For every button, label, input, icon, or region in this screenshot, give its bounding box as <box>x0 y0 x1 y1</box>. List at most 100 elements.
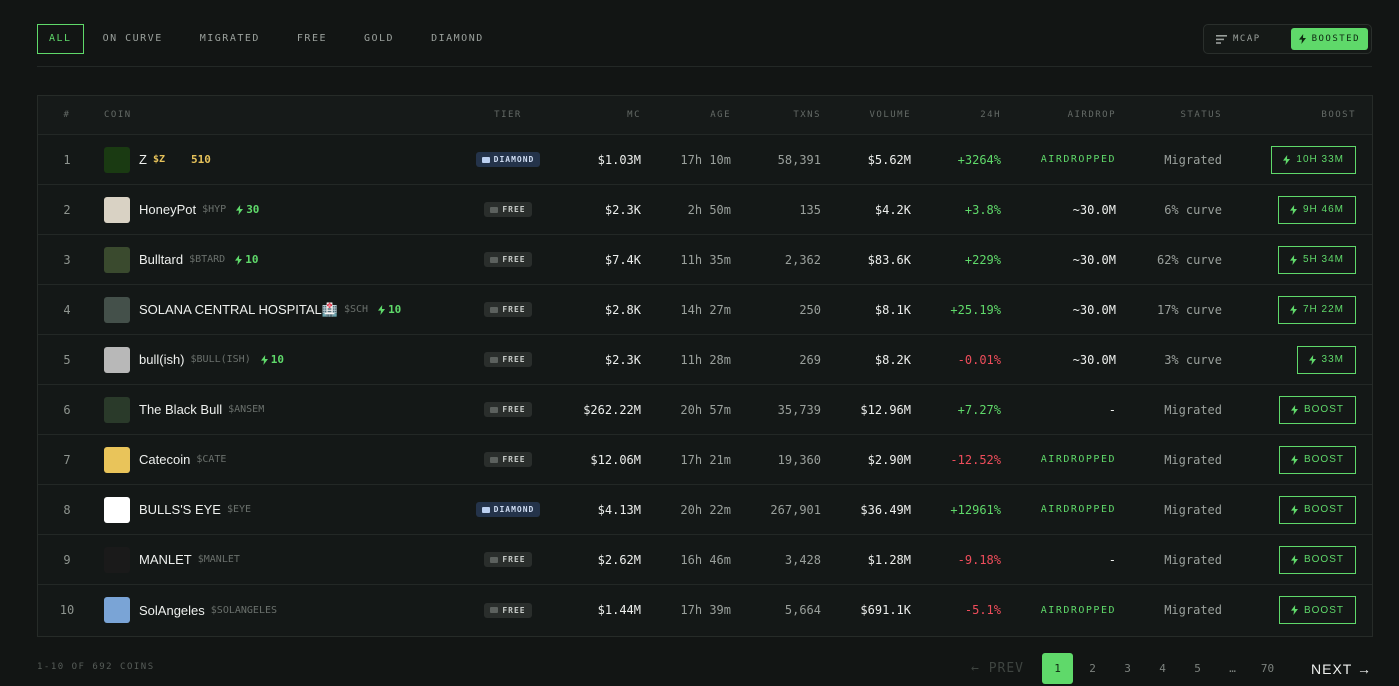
age: 11h 35m <box>680 252 731 267</box>
header-volume[interactable]: VOLUME <box>869 110 911 120</box>
status: Migrated <box>1164 402 1222 417</box>
tier-cell: FREE <box>458 185 558 234</box>
volume: $12.96M <box>860 402 911 417</box>
age: 16h 46m <box>680 552 731 567</box>
coin-image <box>104 196 130 223</box>
table-row[interactable]: 7 Catecoin $CATE FREE $12.06M 17h 21m 19,360 $2… <box>38 435 1372 485</box>
boost-button[interactable]: BOOST <box>1278 545 1356 574</box>
boost-cell: 9H 46M <box>1277 185 1356 234</box>
coin-ticker: $SCH <box>343 304 369 315</box>
tier-label: FREE <box>502 255 526 264</box>
coin-name: bull(ish) <box>139 352 185 367</box>
change-24h: -0.01% <box>957 352 1001 367</box>
header-txns[interactable]: TXNS <box>793 110 821 120</box>
tier-badge: DIAMOND <box>475 152 541 167</box>
lightning-icon <box>1290 605 1298 615</box>
coin-name: The Black Bull <box>139 402 223 417</box>
coin-cell[interactable]: Catecoin $CATE <box>104 435 484 484</box>
age: 17h 39m <box>680 603 731 617</box>
boost-button[interactable]: 5H 34M <box>1277 245 1356 274</box>
coin-cell[interactable]: BULLS'S EYE $EYE <box>104 485 484 534</box>
tier-cell: FREE <box>458 585 558 635</box>
tab-on-curve[interactable]: ON CURVE <box>102 33 163 44</box>
boost-button[interactable]: BOOST <box>1278 445 1356 474</box>
tab-free[interactable]: FREE <box>296 33 327 44</box>
next-page-button[interactable]: NEXT → <box>1311 660 1372 677</box>
tab-diamond[interactable]: DIAMOND <box>431 33 484 44</box>
page-3[interactable]: 3 <box>1124 662 1131 675</box>
age: 17h 10m <box>680 152 731 167</box>
coin-cell[interactable]: MANLET $MANLET <box>104 535 484 584</box>
boost-button[interactable]: BOOST <box>1278 395 1356 424</box>
tier-badge: FREE <box>484 252 532 267</box>
boost-button[interactable]: 33M <box>1296 345 1356 374</box>
coin-cell[interactable]: bull(ish) $BULL(ISH) 10 <box>104 335 484 384</box>
table-row[interactable]: 10 SolAngeles $SOLANGELES FREE $1.44M 17h 39m… <box>38 585 1372 635</box>
lightning-icon <box>1298 34 1306 44</box>
volume: $5.62M <box>867 152 911 167</box>
market-cap: $1.44M <box>597 603 641 617</box>
coin-cell[interactable]: SOLANA CENTRAL HOSPITAL🏥 $SCH 10 <box>104 285 484 334</box>
coin-cell[interactable]: Z $Z 510 <box>104 135 484 184</box>
sort-boosted-button[interactable]: BOOSTED <box>1290 28 1368 50</box>
tier-icon <box>490 456 499 463</box>
volume: $2.90M <box>867 452 911 467</box>
header-boost: BOOST <box>1321 110 1356 120</box>
status: Migrated <box>1164 502 1222 517</box>
table-row[interactable]: 5 bull(ish) $BULL(ISH) 10 FREE $2.3K 11h 28m 26… <box>38 335 1372 385</box>
page-2[interactable]: 2 <box>1089 662 1096 675</box>
table-row[interactable]: 2 HoneyPot $HYP 30 FREE $2.3K 2h 50m 135 $4.2K +3… <box>38 185 1372 235</box>
tier-badge: FREE <box>484 402 532 417</box>
boost-count-value: 30 <box>246 203 260 216</box>
coin-name: Z <box>139 152 147 167</box>
tier-icon <box>490 206 499 213</box>
coin-cell[interactable]: SolAngeles $SOLANGELES <box>104 585 484 635</box>
table-row[interactable]: 3 Bulltard $BTARD 10 FREE $7.4K 11h 35m 2,362 $8… <box>38 235 1372 285</box>
page-70[interactable]: 70 <box>1260 662 1275 675</box>
table-row[interactable]: 8 BULLS'S EYE $EYE DIAMOND $4.13M 20h 22m 267,… <box>38 485 1372 535</box>
sort-mcap-button[interactable]: MCAP <box>1207 28 1270 50</box>
tier-label: DIAMOND <box>493 155 535 164</box>
coin-name: Catecoin <box>139 452 191 467</box>
boost-button[interactable]: 10H 33M <box>1271 145 1356 174</box>
boost-button[interactable]: BOOST <box>1278 495 1356 524</box>
header-coin: COIN <box>104 110 132 120</box>
boost-cell: BOOST <box>1278 385 1356 434</box>
header-24h[interactable]: 24H <box>980 110 1001 120</box>
page-1[interactable]: 1 <box>1042 653 1074 684</box>
table-row[interactable]: 1 Z $Z 510 DIAMOND $1.03M 17h 10m 58,391 $5.62M +… <box>38 135 1372 185</box>
table-row[interactable]: 6 The Black Bull $ANSEM FREE $262.22M 20h 57m… <box>38 385 1372 435</box>
boost-button[interactable]: BOOST <box>1278 596 1356 624</box>
coin-cell[interactable]: HoneyPot $HYP 30 <box>104 185 484 234</box>
boost-count-value: 10 <box>388 303 402 316</box>
filter-tabs: ALL ON CURVE MIGRATED FREE GOLD DIAMOND <box>37 24 503 54</box>
table-row[interactable]: 4 SOLANA CENTRAL HOSPITAL🏥 $SCH 10 FREE $2.8K… <box>38 285 1372 335</box>
lightning-icon <box>1290 454 1298 465</box>
coin-boost-count: 30 <box>236 203 259 216</box>
coin-count: 1-10 OF 692 COINS <box>37 662 155 672</box>
page-5[interactable]: 5 <box>1194 662 1201 675</box>
prev-page-button[interactable]: ← PREV <box>971 661 1025 676</box>
tab-all[interactable]: ALL <box>37 24 84 54</box>
coin-cell[interactable]: Bulltard $BTARD 10 <box>104 235 484 284</box>
row-number: 7 <box>63 452 71 467</box>
lightning-icon <box>1290 404 1298 415</box>
change-24h: +25.19% <box>950 302 1001 317</box>
tier-cell: DIAMOND <box>458 135 558 184</box>
market-cap: $12.06M <box>590 452 641 467</box>
boost-button[interactable]: 9H 46M <box>1277 195 1356 224</box>
page-4[interactable]: 4 <box>1159 662 1166 675</box>
table-row[interactable]: 9 MANLET $MANLET FREE $2.62M 16h 46m 3,428 $1.2… <box>38 535 1372 585</box>
header-divider <box>37 66 1372 67</box>
tab-gold[interactable]: GOLD <box>364 33 395 44</box>
coin-image <box>104 546 130 573</box>
header-mc[interactable]: MC <box>627 110 641 120</box>
tab-migrated[interactable]: MIGRATED <box>199 33 260 44</box>
header-age[interactable]: AGE <box>710 110 731 120</box>
change-24h: +12961% <box>950 502 1001 517</box>
boost-button[interactable]: 7H 22M <box>1277 295 1356 324</box>
airdrop: AIRDROPPED <box>1040 154 1116 165</box>
coin-boost-count: 510 <box>191 153 211 166</box>
txns: 269 <box>799 352 821 367</box>
coin-cell[interactable]: The Black Bull $ANSEM <box>104 385 484 434</box>
